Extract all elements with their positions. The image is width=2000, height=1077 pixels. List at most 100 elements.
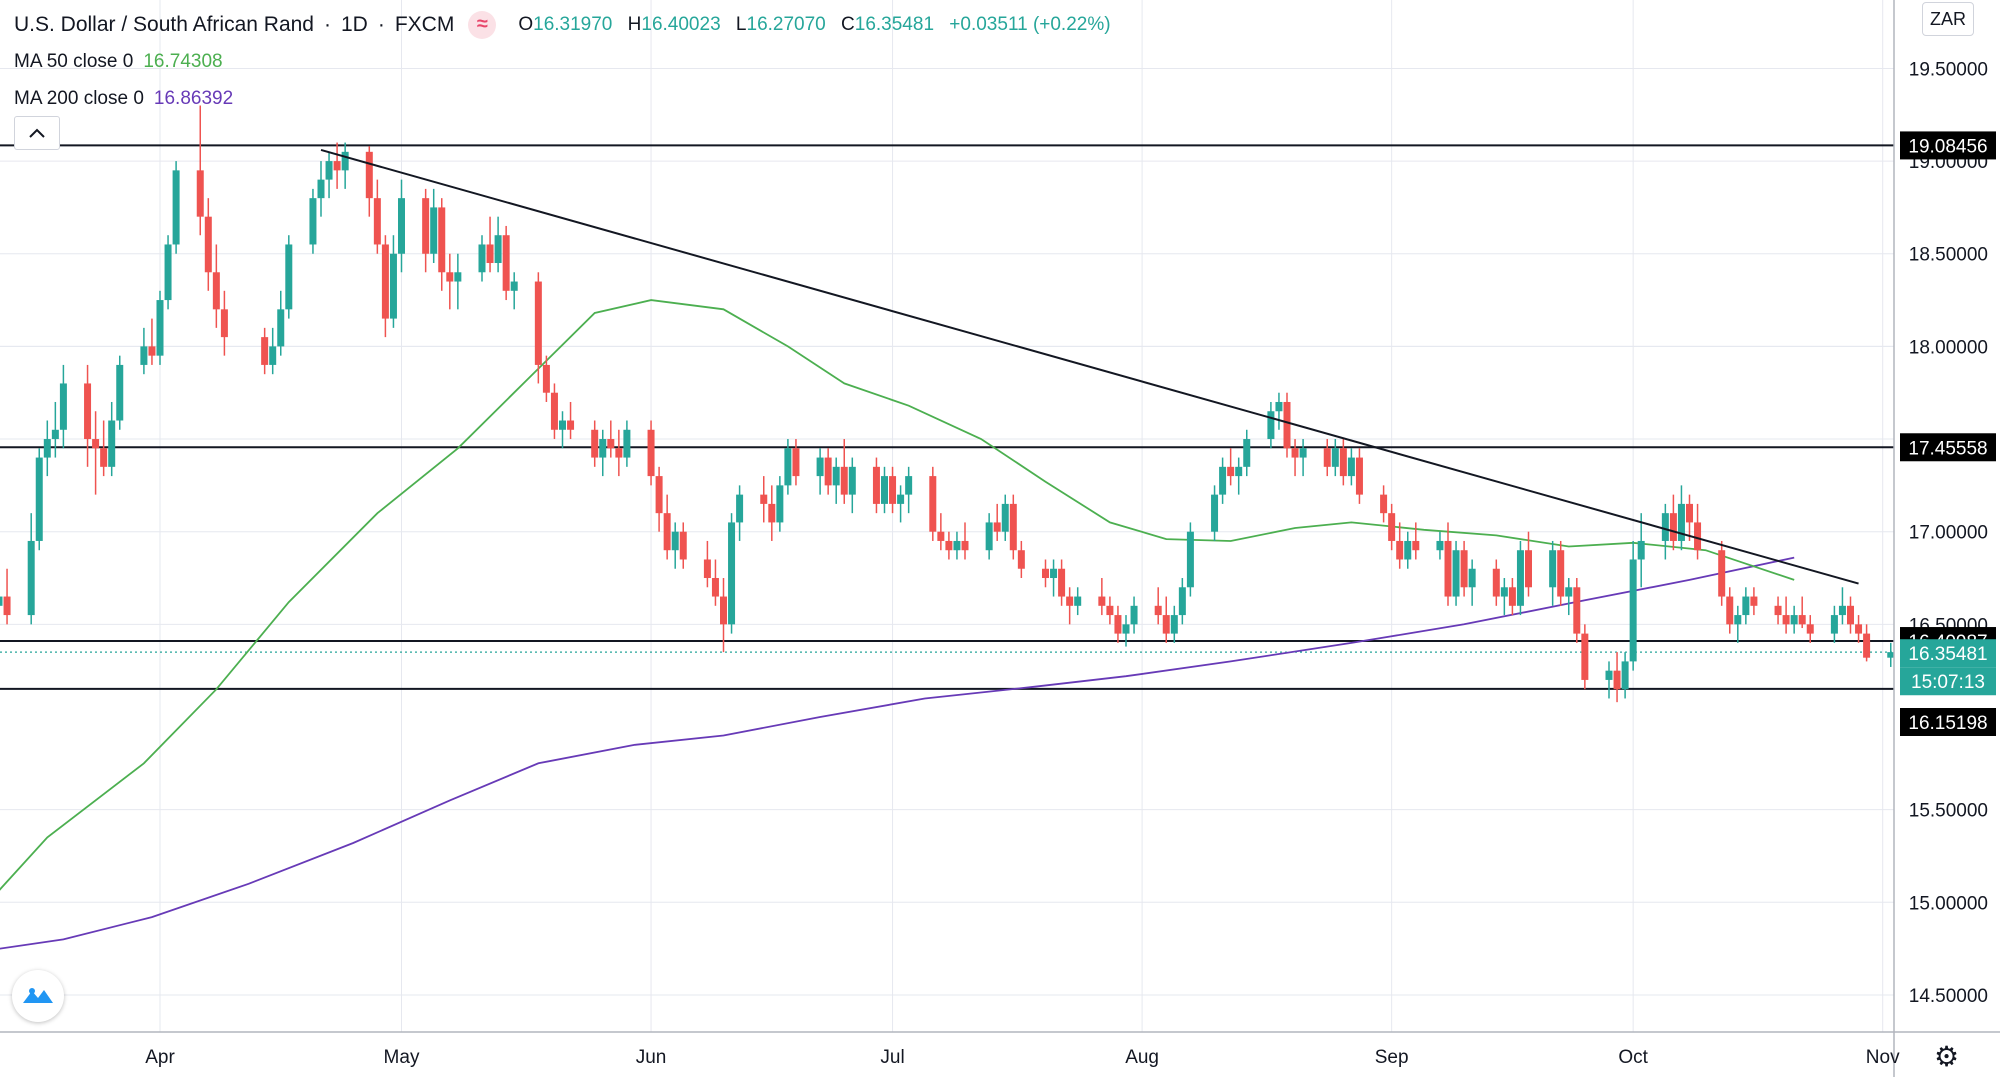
gear-icon[interactable]: ⚙ <box>1934 1041 1960 1072</box>
collapse-legend-button[interactable] <box>14 116 60 150</box>
candle <box>269 327 277 375</box>
candle <box>1235 457 1243 495</box>
candle-body <box>1339 448 1347 477</box>
candle-body <box>1355 457 1363 495</box>
candle <box>655 466 663 532</box>
separator: · <box>377 13 385 36</box>
price-tick-label: 18.00000 <box>1909 337 1988 358</box>
svg-text:16.15198: 16.15198 <box>1908 713 1987 734</box>
interval[interactable]: 1D <box>340 13 368 36</box>
candle <box>1355 448 1363 504</box>
candle-body <box>212 272 220 310</box>
candle-body <box>1122 624 1130 634</box>
level-badge: 16.15198 <box>1900 708 1996 736</box>
trendline <box>320 149 1859 585</box>
candle-body <box>1001 503 1009 532</box>
candle-body <box>285 244 293 310</box>
candle <box>816 448 824 495</box>
candle <box>881 466 888 514</box>
candle-body <box>679 531 687 560</box>
candle <box>43 420 51 477</box>
candle-body <box>1798 615 1806 625</box>
candle <box>1299 439 1307 477</box>
candle <box>1291 439 1299 477</box>
data-source: FXCM <box>394 13 455 36</box>
ma200-value: 16.86392 <box>153 88 234 109</box>
candle-body <box>816 457 824 477</box>
candle <box>1219 457 1227 504</box>
candle <box>454 253 462 310</box>
candle <box>325 151 333 199</box>
level-badge: 17.45558 <box>1900 433 1996 462</box>
candle-body <box>1106 605 1114 616</box>
candle <box>1621 652 1629 699</box>
candle-body <box>1806 624 1814 634</box>
candle-body <box>897 494 905 504</box>
candle-body <box>510 281 518 291</box>
ma50-legend[interactable]: MA 50 close 0 16.74308 <box>14 43 1121 80</box>
price-tick-label: 18.50000 <box>1909 245 1988 266</box>
candle <box>1066 587 1074 625</box>
candle-body <box>365 151 373 199</box>
currency-button[interactable]: ZAR <box>1922 2 1974 36</box>
ma200-legend[interactable]: MA 200 close 0 16.86392 <box>14 80 1121 117</box>
tradingview-logo-icon[interactable] <box>12 970 64 1022</box>
candle-body <box>1830 615 1838 634</box>
candle <box>792 439 800 486</box>
candle-body <box>623 429 631 458</box>
candle-body <box>1042 568 1049 579</box>
candle <box>398 179 405 273</box>
candle <box>486 216 494 273</box>
candle <box>1412 522 1420 560</box>
candle <box>993 503 1001 541</box>
candle-body <box>1508 587 1516 606</box>
candle <box>1098 578 1106 616</box>
candle-body <box>1549 550 1557 588</box>
candle-body <box>1637 540 1645 560</box>
candle-body <box>784 448 792 486</box>
candle <box>1058 559 1066 606</box>
candle-body <box>172 170 180 245</box>
approx-equal-icon[interactable]: ≈ <box>468 10 497 39</box>
candle-body <box>1661 513 1669 541</box>
svg-text:19.08456: 19.08456 <box>1908 136 1987 157</box>
candle <box>671 522 679 569</box>
candle-body <box>945 540 953 551</box>
candle-body <box>1492 568 1500 597</box>
candle <box>550 383 558 440</box>
candle-body <box>1694 522 1702 551</box>
candle-body <box>1516 550 1524 606</box>
candle <box>1130 596 1138 634</box>
candle-body <box>647 429 655 477</box>
candle <box>1468 559 1476 606</box>
price-axis-ticks: 19.5000019.0000018.5000018.0000017.00000… <box>1909 59 1988 1007</box>
candle-body <box>1219 466 1227 495</box>
candle <box>100 420 108 477</box>
candle <box>607 420 615 458</box>
candle <box>542 355 550 402</box>
candle-body <box>1114 615 1122 634</box>
candle <box>1186 522 1194 597</box>
candle-body <box>953 540 961 551</box>
candle <box>824 448 832 495</box>
candle-body <box>0 596 3 606</box>
candle-body <box>204 216 212 273</box>
candle <box>1637 513 1645 588</box>
candle-body <box>1605 670 1613 680</box>
candle <box>1694 503 1702 560</box>
candle <box>1170 605 1178 643</box>
candle <box>1283 392 1291 458</box>
candle-body <box>1291 448 1299 458</box>
candle-body <box>1838 605 1846 616</box>
level-badge: 19.08456 <box>1900 131 1996 160</box>
candle <box>494 216 502 273</box>
price-tick-label: 17.00000 <box>1909 523 1988 544</box>
candle <box>1275 392 1283 430</box>
candle <box>1114 605 1122 643</box>
candle <box>1380 485 1388 523</box>
time-axis-label: Nov <box>1866 1047 1900 1068</box>
candle-body <box>1235 466 1243 477</box>
candlestick-series <box>0 105 1895 703</box>
candle-body <box>703 559 711 579</box>
